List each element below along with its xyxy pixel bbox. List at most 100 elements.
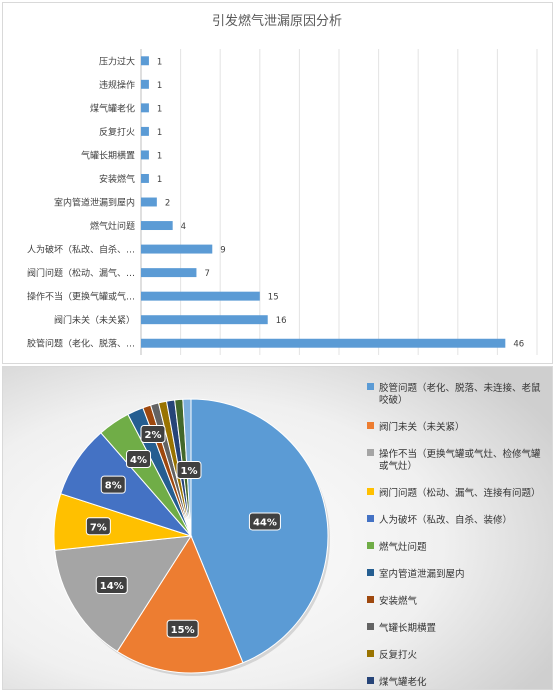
pie-chart-panel: 44% 15% 14% 7% 8% 4% 2% 1% 胶管问题（老化、脱落、未连接、老鼠咬破）… [2,366,553,690]
legend-entry: 阀门问题（松动、漏气、连接有问题） [367,487,541,499]
bar-series [141,56,506,348]
category-label: 阀门问题（松动、漏气、… [27,267,135,279]
pie-label-box [95,575,128,594]
legend-swatch [367,515,374,522]
pie-label-text: 8% [105,481,122,492]
data-label: 1 [157,175,162,185]
pie-label-box [248,512,281,531]
data-label: 1 [157,104,162,114]
data-label: 1 [157,151,162,161]
legend-swatch [367,569,374,576]
legend-entry: 胶管问题（老化、脱落、未连接、老鼠咬破） [367,382,541,406]
bar [141,197,157,207]
pie-label-text: 1% [181,466,198,477]
legend-swatch [367,650,374,657]
legend-entry: 人为破坏（私改、自杀、装修） [367,514,512,526]
pie-label-text: 14% [100,581,124,592]
pie-label-box [166,619,199,638]
bar [141,150,149,160]
legend-entry: 安装燃气 [367,595,418,607]
bar-chart: 引发燃气泄漏原因分析 压力过大违规操作煤气罐老化反复打火气罐长期横置安装燃气室内… [27,13,538,355]
pie-slice [190,398,329,664]
legend-label: 气罐长期横置 [379,622,436,634]
data-label: 7 [204,269,209,279]
legend-swatch [367,449,374,456]
category-label: 人为破坏（私改、自杀、… [27,244,135,256]
legend-entry: 反复打火 [367,649,418,661]
pie-data-label: 8% [100,475,126,494]
bar [141,221,173,231]
pie-label-box [100,475,126,494]
pie-data-label: 14% [95,575,128,594]
bar [141,338,506,348]
category-label: 室内管道泄漏到屋内 [54,197,135,209]
pie-label-box [126,450,152,469]
pie-data-label: 7% [85,517,111,536]
legend-swatch [367,383,374,390]
category-label: 压力过大 [99,55,135,67]
legend-label: 燃气灶问题 [379,541,427,553]
pie-label-text: 2% [145,430,162,441]
data-label: 2 [165,199,170,209]
legend-entry: 操作不当（更换气罐或气灶、检修气罐或气灶） [367,448,541,472]
pie-label-text: 7% [90,522,107,533]
category-label: 操作不当（更换气罐或气… [27,291,135,303]
bar [141,126,149,136]
legend-swatch [367,596,374,603]
legend-label: 安装燃气 [379,595,418,607]
category-label: 反复打火 [99,126,135,138]
bar-category-labels: 压力过大违规操作煤气罐老化反复打火气罐长期横置安装燃气室内管道泄漏到屋内燃气灶问… [27,55,135,349]
legend-label: 阀门未关（未关紧） [379,421,465,433]
legend-label: 阀门问题（松动、漏气、连接有问题） [379,487,541,499]
pie-label-text: 44% [253,517,277,528]
pie-data-label: 15% [166,619,199,638]
bar [141,268,197,278]
pie-chart: 44% 15% 14% 7% 8% 4% 2% 1% 胶管问题（老化、脱落、未连接、老鼠咬破）… [3,367,552,689]
pie-data-labels: 44% 15% 14% 7% 8% 4% 2% 1% [85,425,281,638]
legend-label: 室内管道泄漏到屋内 [379,568,465,580]
legend-swatch [367,677,374,684]
pie-data-label: 1% [176,461,202,479]
legend-swatch [367,623,374,630]
legend-label: 人为破坏（私改、自杀、装修） [379,514,512,526]
data-label: 46 [513,340,524,350]
legend-swatch [367,488,374,495]
bar [141,103,149,113]
pie-slice [116,534,244,674]
data-label: 16 [276,316,287,326]
category-label: 燃气灶问题 [90,220,135,232]
data-label: 1 [157,57,162,67]
pie-slices [53,398,330,676]
pie-label-box [85,517,111,536]
legend-label: 操作不当（更换气罐或气灶、检修气罐或气灶） [379,448,541,472]
category-label: 胶管问题（老化、脱落、… [27,338,135,350]
category-label: 阀门未关（未关紧） [54,314,135,326]
pie-data-label: 4% [126,450,152,469]
category-label: 气罐长期横置 [81,149,135,161]
legend-entry: 煤气罐老化 [367,676,427,688]
bar [141,56,149,66]
pie-label-box [176,461,202,479]
bar [141,315,268,325]
bar-data-labels: 1 1 1 1 1 1 2 4 9 7 15 16 46 [157,57,524,349]
category-label: 煤气罐老化 [90,102,135,114]
data-label: 15 [268,293,279,303]
legend-label: 胶管问题（老化、脱落、未连接、老鼠咬破） [379,382,541,406]
legend-label: 煤气罐老化 [379,676,427,688]
bar-chart-title: 引发燃气泄漏原因分析 [212,13,342,29]
pie-label-box [140,425,166,443]
category-label: 安装燃气 [99,173,135,185]
bar [141,173,149,183]
data-label: 4 [181,222,186,232]
legend-entry: 燃气灶问题 [367,541,427,553]
legend-label: 反复打火 [379,649,418,661]
pie-label-text: 15% [171,625,195,636]
category-label: 违规操作 [99,79,135,91]
pie-data-label: 44% [248,512,281,531]
pie-label-text: 4% [130,455,147,466]
legend-swatch [367,542,374,549]
bar [141,244,213,254]
bar-gridlines [140,49,538,355]
data-label: 1 [157,81,162,91]
bar [141,79,149,89]
